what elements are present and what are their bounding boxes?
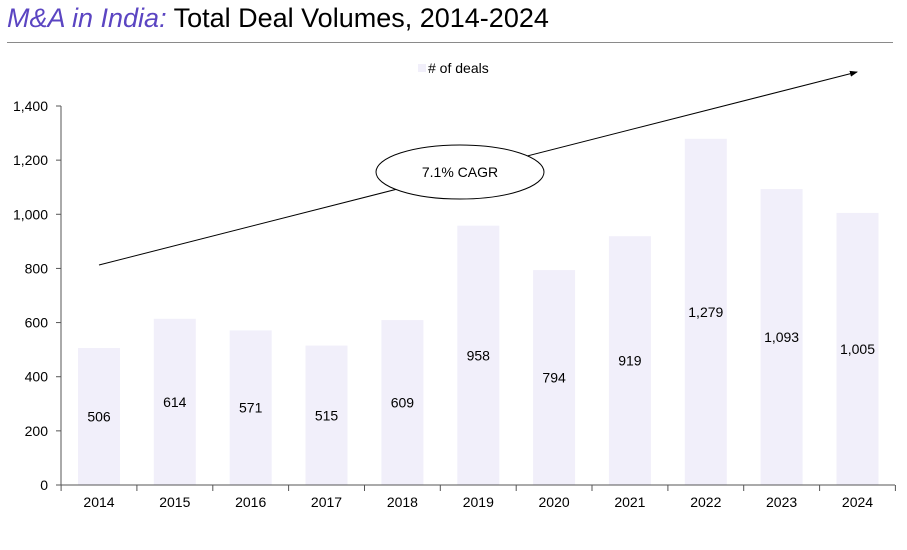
bar-value-label: 571 bbox=[239, 400, 263, 416]
bar-value-label: 1,093 bbox=[764, 329, 799, 345]
x-tick-label: 2020 bbox=[539, 494, 570, 510]
x-tick-label: 2016 bbox=[235, 494, 266, 510]
y-tick-label: 400 bbox=[25, 369, 49, 385]
chart-title: M&A in India: Total Deal Volumes, 2014-2… bbox=[7, 3, 549, 34]
x-tick-label: 2024 bbox=[842, 494, 873, 510]
x-tick-label: 2015 bbox=[159, 494, 190, 510]
y-tick-label: 200 bbox=[25, 423, 49, 439]
legend: # of deals bbox=[418, 60, 489, 76]
bar-2016 bbox=[229, 330, 272, 485]
bar-value-label: 919 bbox=[618, 353, 642, 369]
bar-value-label: 609 bbox=[391, 395, 415, 411]
x-tick-label: 2023 bbox=[766, 494, 797, 510]
x-tick-label: 2018 bbox=[387, 494, 418, 510]
bar-value-label: 614 bbox=[163, 394, 187, 410]
y-tick-label: 600 bbox=[25, 315, 49, 331]
y-tick-label: 1,200 bbox=[13, 152, 48, 168]
bar-2020 bbox=[533, 270, 576, 485]
bar-2014 bbox=[78, 348, 120, 485]
y-tick-label: 1,000 bbox=[13, 206, 48, 222]
cagr-label: 7.1% CAGR bbox=[422, 164, 498, 180]
bar-2015 bbox=[153, 318, 196, 485]
y-axis: 0 200 400 600 800 1,000 1,200 1,400 bbox=[13, 98, 62, 493]
title-main: Total Deal Volumes, 2014 bbox=[173, 3, 480, 33]
y-tick-label: 0 bbox=[40, 477, 48, 493]
title-divider bbox=[7, 42, 893, 43]
bar-2019 bbox=[457, 225, 500, 485]
x-tick-label: 2019 bbox=[463, 494, 494, 510]
y-tick-label: 800 bbox=[25, 260, 49, 276]
bars bbox=[78, 138, 879, 486]
x-tick-label: 2022 bbox=[690, 494, 721, 510]
bar-labels: 506 614 571 515 609 958 794 919 1,279 1,093 1,005 bbox=[87, 304, 875, 425]
bar-2017 bbox=[305, 345, 348, 485]
bar-2024 bbox=[836, 212, 879, 485]
bar-2022 bbox=[684, 138, 727, 486]
cagr-annotation: 7.1% CAGR bbox=[98, 70, 858, 266]
legend-swatch bbox=[418, 64, 426, 72]
title-accent: M&A in India: bbox=[7, 3, 167, 33]
x-axis: 2014 2015 2016 2017 2018 2019 2020 2021 2022 2023… bbox=[60, 484, 896, 510]
legend-label: # of deals bbox=[428, 60, 489, 76]
x-tick-label: 2017 bbox=[311, 494, 342, 510]
bar-value-label: 515 bbox=[315, 407, 339, 423]
title-dash: - bbox=[479, 3, 489, 33]
bar-2021 bbox=[608, 236, 651, 485]
bar-value-label: 1,005 bbox=[840, 341, 875, 357]
cagr-ellipse bbox=[375, 144, 545, 200]
x-tick-label: 2021 bbox=[614, 494, 645, 510]
bar-value-label: 506 bbox=[87, 409, 111, 425]
bar-2023 bbox=[760, 189, 803, 485]
bar-2018 bbox=[381, 320, 424, 485]
bar-value-label: 794 bbox=[542, 370, 566, 386]
bar-value-label: 1,279 bbox=[688, 304, 723, 320]
x-tick-label: 2014 bbox=[83, 494, 114, 510]
title-range-end: 2024 bbox=[488, 3, 549, 33]
y-tick-label: 1,400 bbox=[13, 98, 48, 114]
bar-value-label: 958 bbox=[467, 347, 491, 363]
